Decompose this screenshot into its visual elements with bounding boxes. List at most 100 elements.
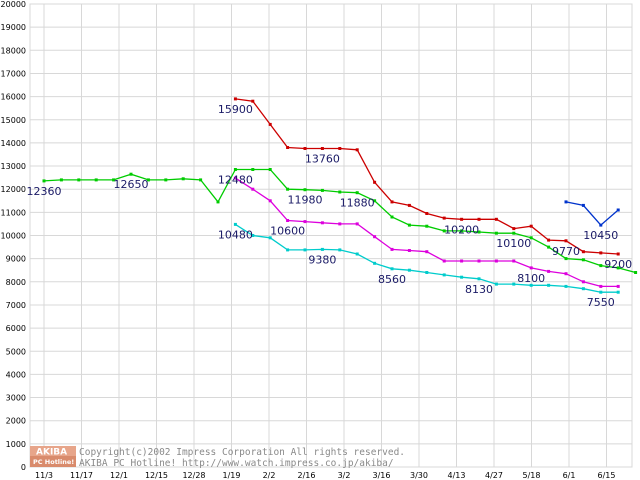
data-point xyxy=(616,266,620,270)
data-point xyxy=(233,168,237,171)
data-point xyxy=(494,259,498,263)
data-point xyxy=(77,178,81,182)
data-point xyxy=(442,216,446,220)
data-point xyxy=(442,229,446,233)
data-point xyxy=(407,203,411,207)
data-label: 8100 xyxy=(517,272,545,285)
x-tick-label: 3/2 xyxy=(338,471,351,480)
data-point xyxy=(320,221,324,225)
data-point xyxy=(320,188,324,192)
data-point xyxy=(425,250,429,254)
data-point xyxy=(425,271,429,274)
data-point xyxy=(390,215,394,219)
data-point xyxy=(164,178,168,182)
y-tick-label: 20000 xyxy=(1,0,26,9)
data-point xyxy=(320,247,324,251)
data-point xyxy=(442,273,446,277)
y-tick-label: 6000 xyxy=(6,324,26,333)
data-point xyxy=(286,146,290,149)
data-label: 10450 xyxy=(583,229,618,242)
data-point xyxy=(460,259,464,263)
data-point xyxy=(529,266,533,270)
data-point xyxy=(181,177,185,181)
y-tick-label: 10000 xyxy=(1,232,26,241)
data-point xyxy=(581,258,585,262)
data-point xyxy=(547,269,551,273)
y-tick-label: 11000 xyxy=(1,208,26,217)
y-axis-ticks: 0 1000 2000 3000 4000 5000 6000 7000 8000 9000 100… xyxy=(1,0,26,472)
data-point xyxy=(407,249,411,252)
series-line-5 xyxy=(565,201,619,227)
data-point xyxy=(268,122,272,126)
data-point xyxy=(390,267,394,271)
data-point xyxy=(251,234,255,237)
data-point xyxy=(59,178,63,182)
x-tick-label: 2/2 xyxy=(263,471,276,480)
data-point xyxy=(42,179,46,183)
data-label: 9380 xyxy=(308,253,336,266)
x-tick-label: 4/27 xyxy=(485,471,503,480)
x-axis-ticks: 11/3 11/17 12/1 12/15 12/28 1/19 2/2 2/16 3/2 3/1… xyxy=(35,471,615,480)
y-tick-label: 2000 xyxy=(6,417,26,426)
y-tick-label: 15000 xyxy=(1,116,26,125)
data-label: 12480 xyxy=(218,174,253,187)
y-tick-label: 4000 xyxy=(6,370,26,379)
y-tick-label: 3000 xyxy=(6,394,26,403)
data-label: 9770 xyxy=(552,245,580,258)
data-label: 9200 xyxy=(604,258,632,271)
data-point xyxy=(616,252,620,256)
data-point xyxy=(303,220,307,224)
data-label: 8130 xyxy=(465,283,493,296)
data-label: 10480 xyxy=(218,228,253,241)
data-label: 15900 xyxy=(218,103,253,116)
data-label: 8560 xyxy=(378,273,406,286)
data-label: 12360 xyxy=(27,185,62,198)
data-point xyxy=(233,97,237,101)
data-point xyxy=(112,178,116,182)
data-point xyxy=(512,259,516,263)
data-point xyxy=(268,236,272,240)
data-label: 7550 xyxy=(587,296,615,309)
data-point xyxy=(390,200,394,204)
data-point xyxy=(373,199,377,203)
x-tick-label: 12/1 xyxy=(110,471,128,480)
y-tick-label: 16000 xyxy=(1,93,26,102)
data-point xyxy=(94,178,98,182)
data-point xyxy=(547,238,551,242)
data-point xyxy=(634,271,638,274)
x-tick-label: 3/16 xyxy=(373,471,391,480)
x-tick-label: 6/1 xyxy=(563,471,576,480)
akiba-logo: AKIBA PC Hotline! xyxy=(30,446,76,467)
data-point xyxy=(529,283,533,287)
x-tick-label: 2/16 xyxy=(298,471,316,480)
y-tick-label: 8000 xyxy=(6,278,26,287)
x-tick-label: 3/30 xyxy=(410,471,428,480)
data-point xyxy=(425,212,429,215)
data-point xyxy=(564,257,568,261)
data-point xyxy=(512,227,516,231)
site-url-text: AKIBA PC Hotline! http://www.watch.impre… xyxy=(79,458,394,469)
data-point xyxy=(616,290,620,294)
data-point xyxy=(286,219,290,222)
x-tick-label: 1/19 xyxy=(223,471,241,480)
copyright-text: Copyright(c)2002 Impress Corporation All… xyxy=(79,447,405,458)
data-point xyxy=(581,280,585,284)
data-label: 11980 xyxy=(288,194,323,207)
data-point xyxy=(564,284,568,288)
data-point xyxy=(199,178,203,182)
data-point xyxy=(581,203,585,207)
data-point xyxy=(581,287,585,291)
logo-bottom-text: PC Hotline! xyxy=(33,458,74,466)
data-point xyxy=(564,200,568,204)
data-point xyxy=(338,222,342,226)
data-point xyxy=(599,251,603,255)
data-label: 12650 xyxy=(114,178,149,191)
data-point xyxy=(303,188,307,192)
data-label: 10600 xyxy=(270,225,305,238)
y-tick-label: 1000 xyxy=(6,440,26,449)
data-point xyxy=(338,147,342,150)
y-tick-label: 0 xyxy=(21,463,26,472)
data-point xyxy=(355,222,359,226)
series-group xyxy=(42,97,638,294)
